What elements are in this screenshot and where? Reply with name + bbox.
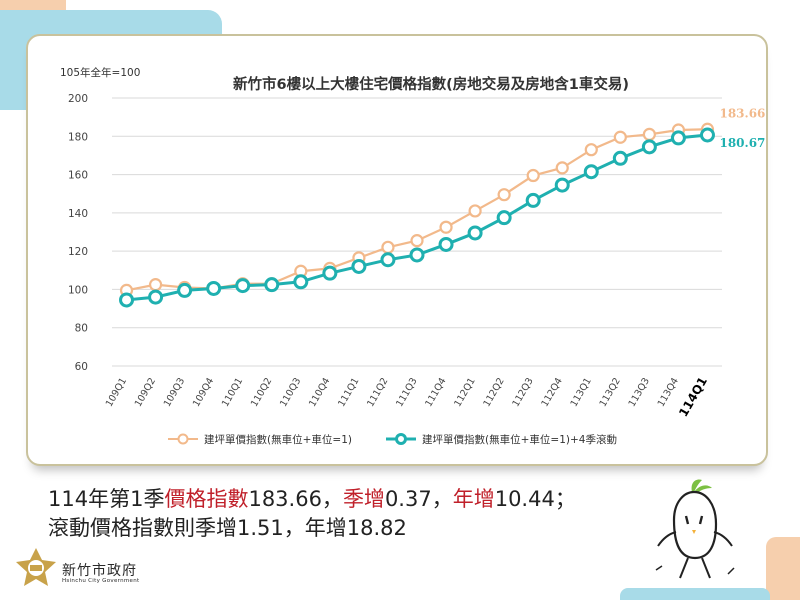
y-tick-label: 120 [68,246,88,258]
y-tick-label: 80 [75,323,88,335]
caption-line-1: 114年第1季價格指數183.66，季增0.37，年增10.44； [48,483,576,513]
data-point-series-2 [641,139,657,155]
data-point-series-1 [555,161,569,175]
caption-value: 183.66， [248,487,343,511]
data-point-series-2 [380,252,396,268]
x-tick-label: 109Q4 [191,376,216,409]
data-point-series-2 [177,282,193,298]
caption-prefix: 114年第1季 [48,487,165,511]
x-tick-label: 110Q1 [220,376,245,409]
end-value-label-series-1: 183.66 [719,106,765,120]
chart-title: 新竹市6樓以上大樓住宅價格指數(房地交易及房地含1車交易) [233,75,629,93]
data-point-series-2 [264,277,280,293]
y-tick-label: 160 [68,170,88,182]
deco-blue-bottom-right [620,588,770,600]
data-point-series-2 [670,130,686,146]
legend-label-2: 建坪單價指數(無車位+車位=1)+4季滾動 [422,433,617,446]
data-point-series-2 [119,292,135,308]
x-tick-label: 112Q3 [510,376,535,409]
data-point-series-1 [410,234,424,248]
deco-peach-bottom-right [766,537,800,600]
x-tick-label: 111Q3 [394,376,419,409]
x-tick-label: 113Q1 [569,376,594,409]
x-tick-label: 111Q1 [336,376,361,409]
data-point-series-2 [351,258,367,274]
y-tick-label: 200 [68,93,88,105]
logo-english: Hsinchu City Government [62,578,140,584]
data-point-series-2 [235,278,251,294]
y-tick-label: 100 [68,284,88,296]
data-point-series-1 [526,168,540,183]
data-point-series-1 [613,130,627,144]
y-tick-label: 60 [75,361,88,373]
data-point-series-2 [438,236,454,252]
x-tick-label: 112Q4 [539,376,564,409]
data-point-series-2 [525,192,541,208]
data-point-series-2 [467,225,483,241]
data-point-series-2 [409,247,425,263]
x-tick-label: 112Q2 [481,376,506,409]
data-point-series-2 [322,265,338,281]
x-tick-label: 113Q2 [598,376,623,409]
data-point-series-1 [148,278,163,292]
city-emblem-icon [16,548,56,586]
legend-marker-2 [395,433,407,445]
chart-card [26,34,768,466]
x-tick-label: 109Q2 [133,376,158,409]
caption-highlight-yoy: 年增 [452,487,495,511]
x-tick-label: 110Q2 [249,376,274,409]
logo-name: 新竹市政府 [62,563,137,579]
caption-yoy-value: 10.44； [494,487,576,511]
x-tick-label: 111Q4 [423,376,448,409]
caption-highlight-index: 價格指數 [164,487,249,511]
x-tick-label: 109Q3 [162,376,187,409]
data-point-series-2 [148,289,164,305]
data-point-series-2 [554,177,570,193]
end-value-label-series-2: 180.67 [719,136,765,150]
data-point-series-1 [584,143,598,157]
data-point-series-1 [642,127,656,141]
legend-marker-1 [177,433,189,445]
caption-qoq-value: 0.37， [384,487,453,511]
data-point-series-2 [293,274,309,290]
x-tick-label: 109Q1 [104,376,129,409]
x-tick-label: 114Q1 [676,375,710,420]
line-chart: 105年全年=100 新竹市6樓以上大樓住宅價格指數(房地交易及房地含1車交易)… [60,66,765,446]
unit-label: 105年全年=100 [60,66,140,79]
x-tick-label: 111Q2 [365,376,390,409]
x-tick-label: 112Q1 [452,376,477,409]
caption-line-2: 滾動價格指數則季增1.51，年增18.82 [48,516,407,540]
caption-highlight-qoq: 季增 [342,487,385,511]
mascot-icon [655,479,735,579]
data-point-series-2 [206,280,222,296]
data-point-series-2 [583,164,599,180]
data-point-series-1 [381,240,395,254]
data-point-series-1 [497,188,511,202]
data-point-series-2 [496,210,512,226]
data-point-series-2 [699,127,715,143]
x-tick-label: 113Q3 [627,376,652,409]
y-tick-label: 140 [68,208,88,220]
x-tick-label: 110Q3 [278,376,303,409]
x-tick-label: 113Q4 [656,376,681,409]
data-point-series-1 [439,220,453,234]
data-point-series-1 [468,204,482,218]
y-tick-label: 180 [68,131,88,143]
x-tick-label: 110Q4 [307,376,332,409]
data-point-series-2 [612,150,628,166]
legend-label-1: 建坪單價指數(無車位+車位=1) [204,433,352,446]
